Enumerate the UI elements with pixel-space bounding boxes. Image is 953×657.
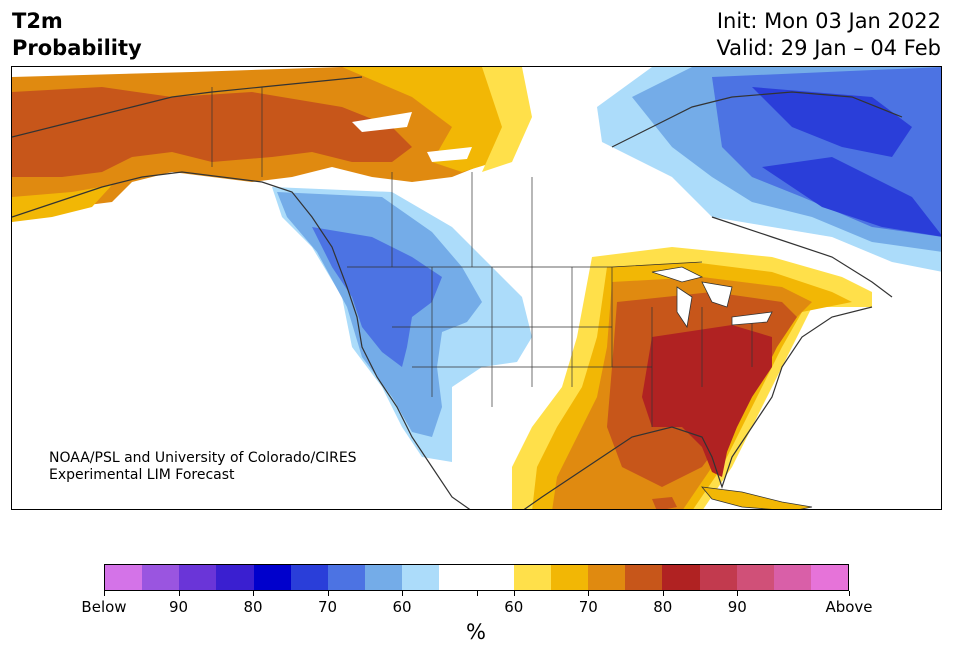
- map-panel: [11, 66, 942, 510]
- colorbar-segment: [625, 565, 663, 590]
- colorbar-tick-label: 60: [504, 598, 524, 616]
- region-labrador-deep2: [762, 157, 941, 237]
- colorbar-segment: [773, 565, 811, 590]
- region-southeast-hot: [642, 325, 772, 477]
- colorbar-tick-label: 70: [317, 598, 338, 616]
- colorbar-tick-label: 90: [168, 598, 189, 616]
- product-label: Probability: [12, 36, 142, 60]
- colorbar-tick: [737, 591, 739, 596]
- great-lakes: [651, 266, 773, 329]
- colorbar-tick: [476, 591, 478, 596]
- region-yukon-yellow: [342, 67, 517, 172]
- colorbar-tick: [402, 591, 403, 596]
- forecast-dates: Init: Mon 03 Jan 2022 Valid: 29 Jan – 04…: [716, 8, 941, 62]
- political-boundaries: [211, 87, 753, 427]
- colorbar-tick-label: Below: [81, 598, 127, 616]
- colorbar-segment: [662, 565, 700, 590]
- colorbar-segment: [439, 565, 477, 590]
- colorbar-segment: [810, 565, 849, 590]
- coastlines: [12, 76, 903, 509]
- colorbar-segment: [327, 565, 366, 590]
- colorbar-tick: [178, 591, 180, 596]
- bahamas: [652, 497, 677, 509]
- colorbar-segment: [402, 565, 440, 590]
- colorbar-segment: [179, 565, 217, 590]
- colorbar-segment: [588, 565, 626, 590]
- colorbar-segment: [216, 565, 254, 590]
- credit-text: NOAA/PSL and University of Colorado/CIRE…: [49, 450, 357, 484]
- cuba: [701, 486, 813, 509]
- colorbar-segment: [513, 565, 551, 590]
- canada-lakes: [352, 112, 472, 162]
- colorbar-tick: [104, 591, 105, 596]
- colorbar-tick: [662, 591, 664, 596]
- colorbar-tick-label: 70: [578, 598, 598, 616]
- colorbar-unit: %: [466, 620, 486, 644]
- init-date: Init: Mon 03 Jan 2022: [716, 9, 941, 33]
- colorbar-segment: [699, 565, 737, 590]
- variable-label: T2m: [12, 9, 63, 33]
- colorbar-tick: [253, 591, 254, 596]
- colorbar-segment: [736, 565, 774, 590]
- colorbar-tick: [588, 591, 590, 596]
- colorbar-tick-label: 60: [392, 598, 412, 616]
- valid-date: Valid: 29 Jan – 04 Feb: [716, 36, 941, 60]
- credit-line-1: NOAA/PSL and University of Colorado/CIRE…: [49, 450, 357, 466]
- colorbar-segment: [365, 565, 403, 590]
- map-title: T2m Probability: [12, 8, 142, 62]
- colorbar-tick: [327, 591, 329, 596]
- region-west-cold-deep: [312, 227, 442, 367]
- colorbar-tick: [849, 591, 850, 596]
- colorbar: [104, 564, 849, 591]
- colorbar-segment: [142, 565, 180, 590]
- colorbar-tick-label: 90: [727, 598, 747, 616]
- probability-map: [12, 67, 941, 509]
- colorbar-tick: [513, 591, 515, 596]
- colorbar-segment: [253, 565, 291, 590]
- colorbar-tick-label: 80: [243, 598, 263, 616]
- region-hudson-yellow: [482, 67, 532, 172]
- colorbar-tick-label: 80: [653, 598, 673, 616]
- colorbar-segment: [105, 565, 143, 590]
- colorbar-segment: [290, 565, 328, 590]
- credit-line-2: Experimental LIM Forecast: [49, 467, 235, 483]
- region-sw-alaska: [12, 185, 112, 222]
- colorbar-tick-label: Above: [825, 598, 873, 616]
- colorbar-segment: [550, 565, 589, 590]
- colorbar-segment: [476, 565, 514, 590]
